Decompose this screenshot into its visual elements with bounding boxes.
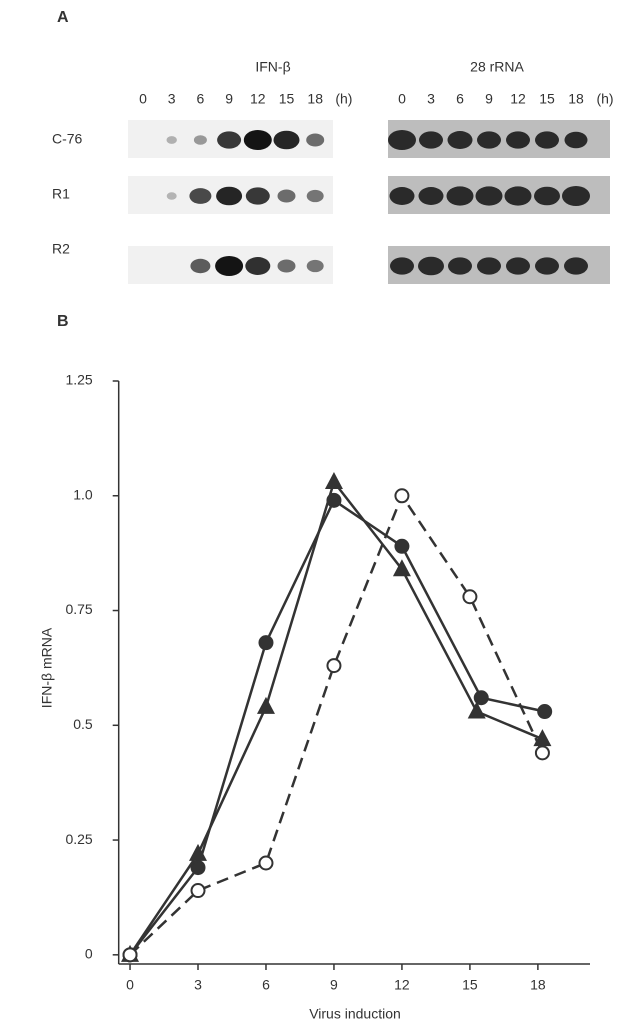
lane-unit: (h)	[335, 91, 352, 107]
band	[245, 257, 270, 275]
y-tick-label: 0.25	[65, 831, 92, 847]
blot-title: 28 rRNA	[470, 59, 524, 75]
panel-label: A	[57, 9, 69, 26]
marker	[124, 948, 137, 961]
band	[565, 132, 588, 149]
band	[274, 131, 300, 150]
band	[307, 260, 324, 272]
marker	[395, 540, 408, 553]
band	[190, 259, 210, 273]
band	[418, 257, 444, 276]
y-axis-label: IFN-β mRNA	[39, 627, 55, 708]
row-label: C-76	[52, 131, 83, 147]
band	[244, 130, 272, 150]
marker	[538, 705, 551, 718]
band	[189, 188, 211, 204]
band	[307, 190, 324, 202]
band	[278, 260, 296, 273]
band	[167, 136, 177, 144]
marker	[463, 590, 476, 603]
band	[167, 192, 177, 199]
lane-label: 3	[427, 91, 435, 107]
y-tick-label: 1.0	[73, 486, 93, 502]
band	[447, 186, 474, 205]
x-tick-label: 0	[126, 977, 134, 993]
lane-unit: (h)	[596, 91, 613, 107]
lane-label: 15	[539, 91, 555, 107]
marker	[192, 861, 205, 874]
row-label: R2	[52, 241, 70, 257]
page: A B Virus induction IFN-β mRNA IFN-β 0 3 6 9…	[0, 0, 621, 1027]
y-tick-label: 0.75	[65, 601, 92, 617]
band	[448, 257, 472, 274]
band	[215, 256, 243, 276]
lane-label: 3	[168, 91, 176, 107]
band	[534, 187, 560, 206]
band	[562, 186, 590, 206]
lane-label: 6	[456, 91, 464, 107]
marker	[327, 659, 340, 672]
band	[419, 131, 443, 148]
y-tick-label: 0	[85, 946, 93, 962]
band	[535, 131, 559, 148]
x-tick-label: 15	[462, 977, 478, 993]
marker	[192, 884, 205, 897]
band	[535, 257, 559, 274]
series-line	[130, 496, 542, 955]
x-tick-label: 6	[262, 977, 270, 993]
band	[216, 187, 242, 206]
band	[217, 131, 241, 148]
band	[477, 131, 501, 148]
lane-label: 12	[510, 91, 526, 107]
marker	[259, 636, 272, 649]
band	[477, 257, 501, 274]
band	[564, 257, 588, 274]
lane-label: 6	[197, 91, 205, 107]
band	[246, 187, 270, 204]
band	[419, 187, 444, 205]
y-tick-label: 1.25	[65, 372, 92, 388]
band	[448, 131, 473, 149]
lane-label: 9	[225, 91, 233, 107]
band	[388, 130, 416, 150]
lane-label: 18	[568, 91, 584, 107]
blot-title: IFN-β	[255, 59, 290, 75]
lane-label: 0	[398, 91, 406, 107]
x-tick-label: 3	[194, 977, 202, 993]
x-tick-label: 18	[530, 977, 546, 993]
marker	[536, 746, 549, 759]
band	[476, 186, 503, 205]
marker	[257, 697, 275, 714]
x-tick-label: 12	[394, 977, 410, 993]
x-tick-label: 9	[330, 977, 338, 993]
lane-label: 12	[250, 91, 266, 107]
band	[194, 135, 207, 145]
marker	[325, 472, 343, 489]
band	[506, 257, 530, 274]
band	[505, 186, 532, 205]
marker	[395, 489, 408, 502]
figure: A B Virus induction IFN-β mRNA IFN-β 0 3 6 9…	[0, 0, 621, 1027]
band	[390, 257, 414, 274]
band	[390, 187, 415, 205]
marker	[259, 857, 272, 870]
lane-label: 0	[139, 91, 147, 107]
row-label: R1	[52, 186, 70, 202]
lane-label: 15	[279, 91, 295, 107]
band	[306, 134, 324, 147]
x-axis-label: Virus induction	[309, 1006, 401, 1022]
lane-label: 9	[485, 91, 493, 107]
band	[506, 131, 530, 148]
band	[278, 190, 296, 203]
panel-label: B	[57, 313, 69, 330]
y-tick-label: 0.5	[73, 716, 93, 732]
lane-label: 18	[307, 91, 323, 107]
